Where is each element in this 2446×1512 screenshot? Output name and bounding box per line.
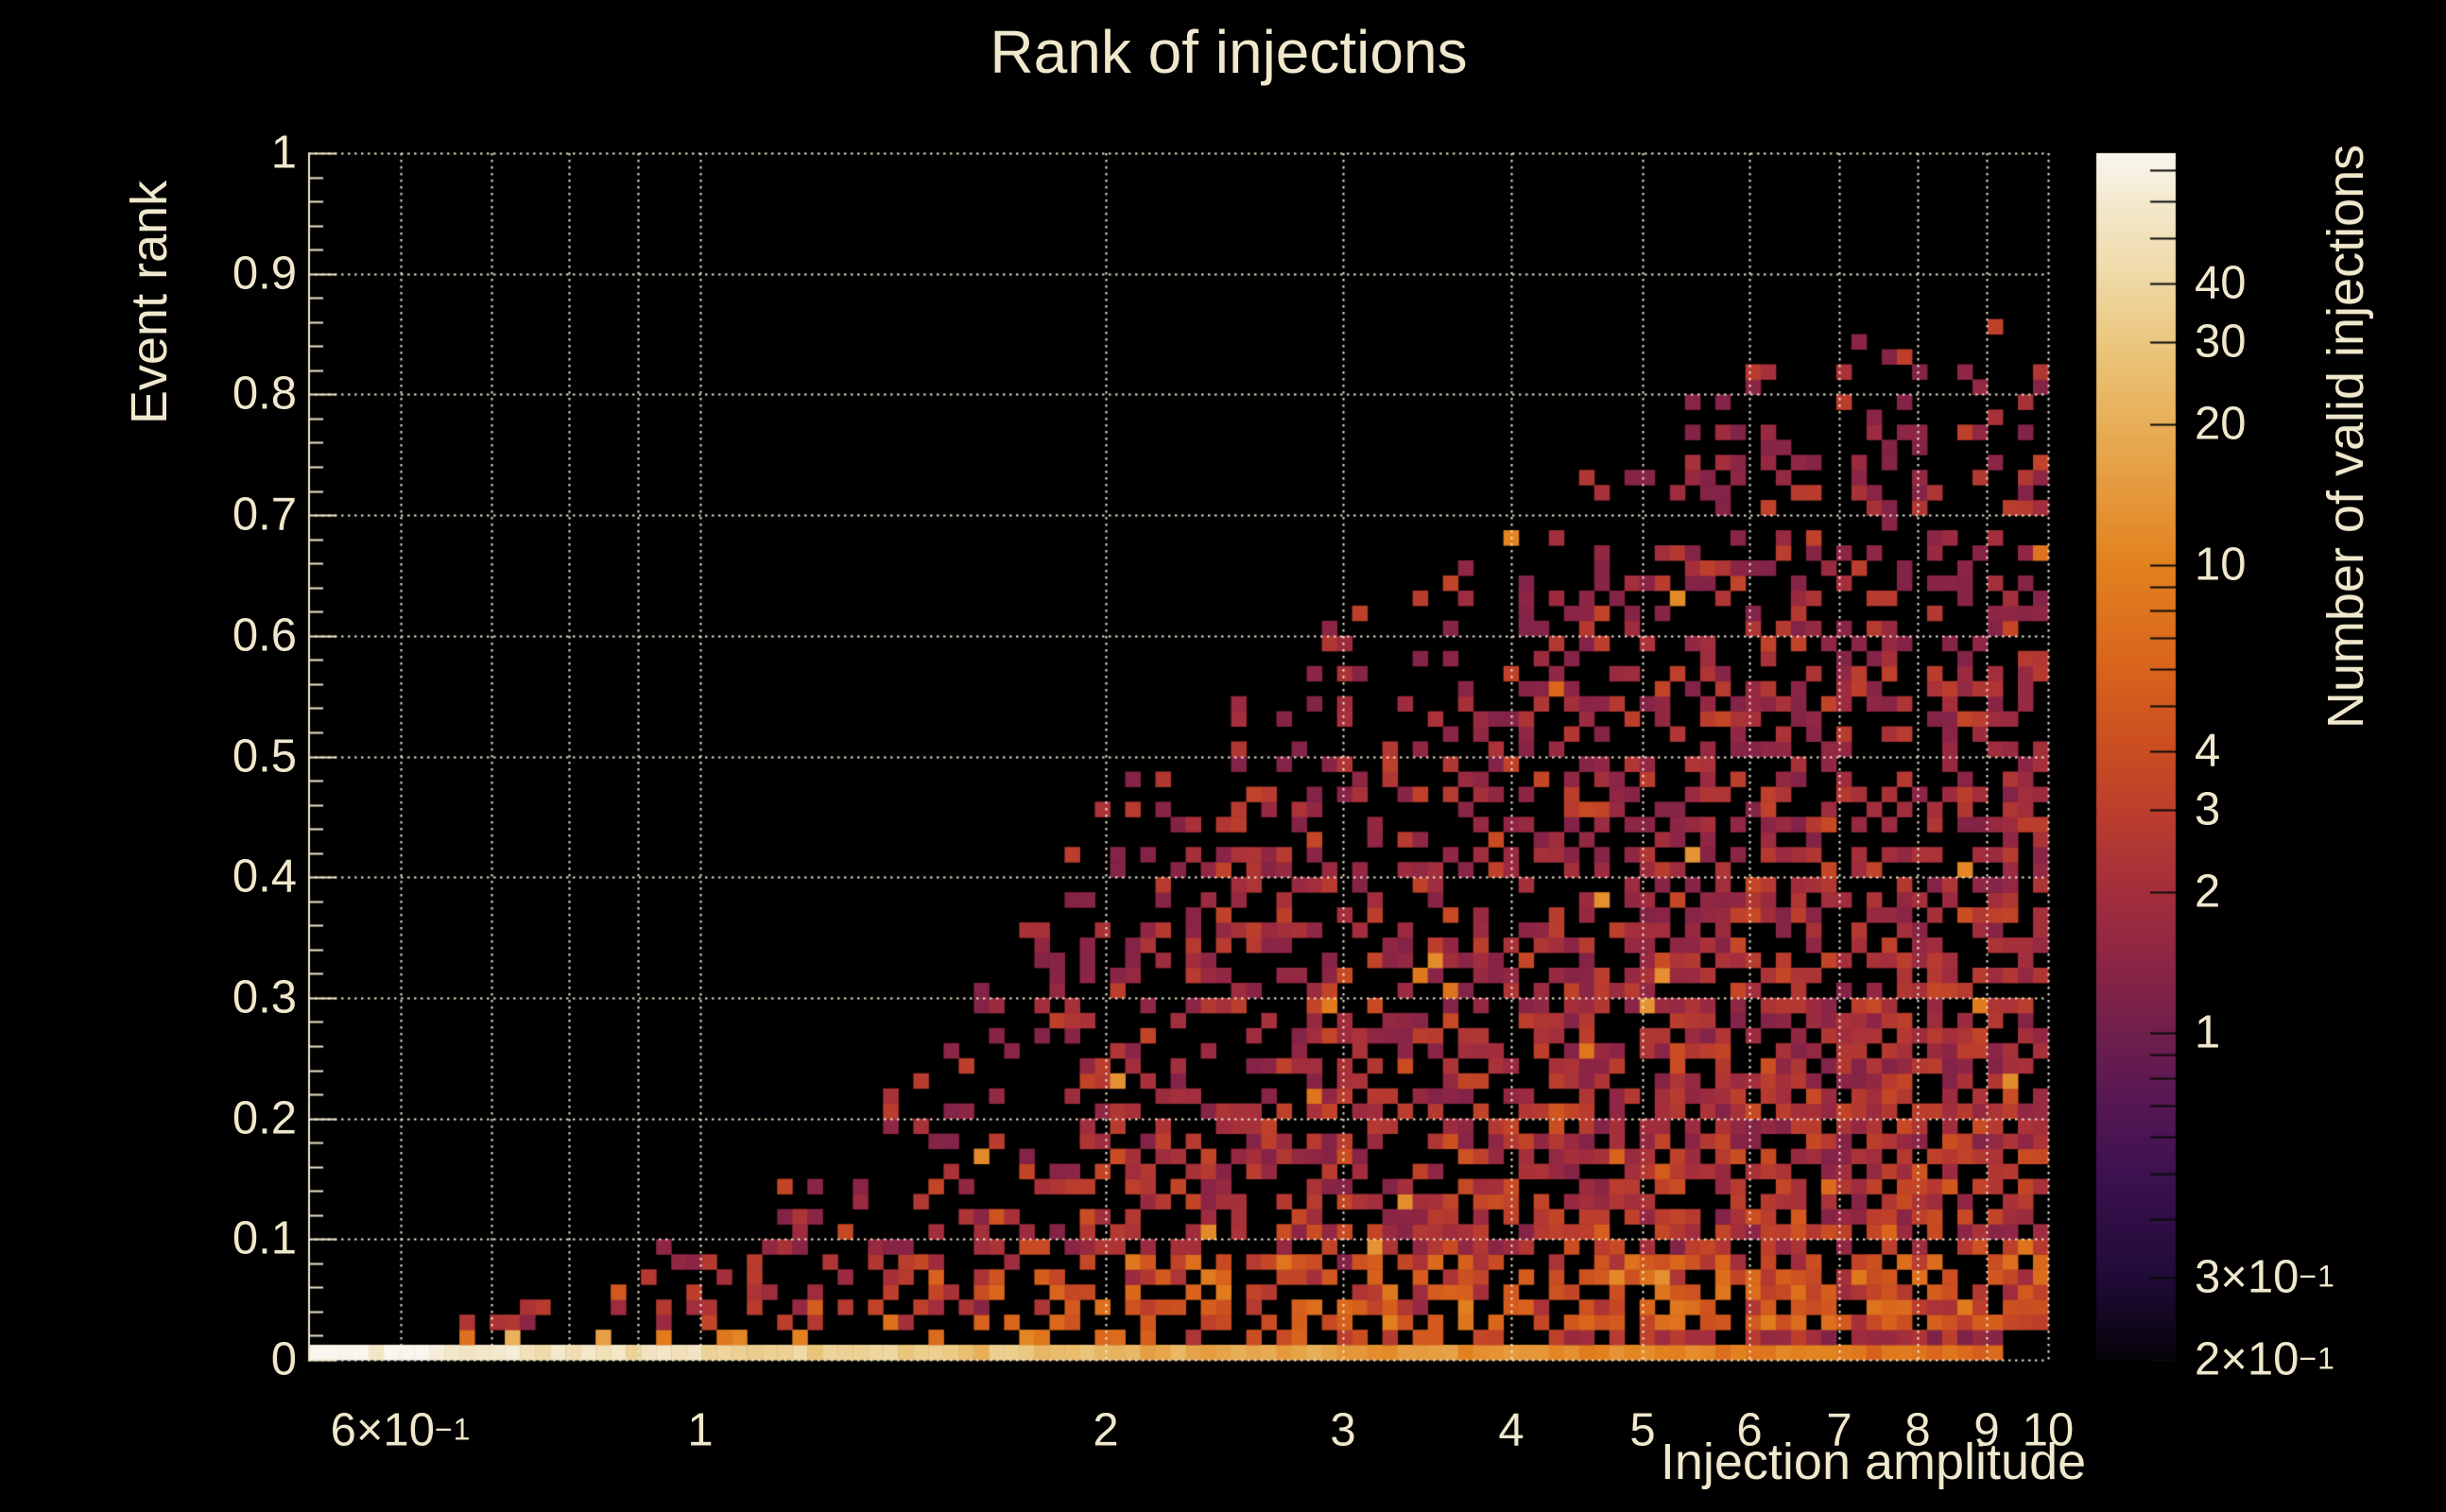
- x-tick-label: 7: [1826, 1404, 1852, 1456]
- colorbar-tick-label: 2×10−1: [2195, 1333, 2335, 1385]
- x-tick-label: 3: [1330, 1404, 1356, 1456]
- colorbar-title: Number of valid injections: [2317, 144, 2374, 730]
- x-tick-label: 1: [687, 1404, 714, 1456]
- y-tick-label: 0.4: [232, 850, 297, 902]
- x-tick-label: 6×10−1: [330, 1404, 472, 1456]
- colorbar-tick-label: 40: [2195, 257, 2247, 309]
- chart-title: Rank of injections: [990, 18, 1468, 86]
- y-tick-label: 0.6: [232, 610, 297, 662]
- x-axis-title: Injection amplitude: [1660, 1434, 2087, 1490]
- x-tick-label: 4: [1498, 1404, 1524, 1456]
- x-tick-label: 6: [1736, 1404, 1763, 1456]
- colorbar-tick-label: 3: [2195, 783, 2221, 835]
- y-tick-label: 0.3: [232, 971, 297, 1023]
- x-tick-label: 8: [1904, 1404, 1931, 1456]
- y-tick-label: 0.5: [232, 730, 297, 782]
- y-tick-label: 0.9: [232, 248, 297, 300]
- colorbar-tick-label: 2: [2195, 866, 2221, 918]
- y-tick-label: 0.7: [232, 489, 297, 541]
- colorbar-tick-label: 20: [2195, 398, 2247, 450]
- y-tick-label: 0.2: [232, 1092, 297, 1144]
- x-tick-label: 2: [1093, 1404, 1119, 1456]
- x-tick-label: 9: [1973, 1404, 2000, 1456]
- y-tick-label: 1: [270, 127, 297, 179]
- colorbar-tick-label: 4: [2195, 725, 2221, 777]
- y-tick-label: 0.1: [232, 1212, 297, 1264]
- y-axis-title: Event rank: [121, 180, 178, 425]
- x-tick-label: 5: [1629, 1404, 1656, 1456]
- y-tick-label: 0: [270, 1333, 297, 1385]
- colorbar-tick-label: 30: [2195, 316, 2247, 368]
- colorbar-tick-label: 3×10−1: [2195, 1251, 2335, 1303]
- colorbar-tick-label: 10: [2195, 539, 2247, 591]
- colorbar-tick-label: 1: [2195, 1006, 2221, 1058]
- x-tick-label: 10: [2022, 1404, 2075, 1456]
- y-tick-label: 0.8: [232, 368, 297, 420]
